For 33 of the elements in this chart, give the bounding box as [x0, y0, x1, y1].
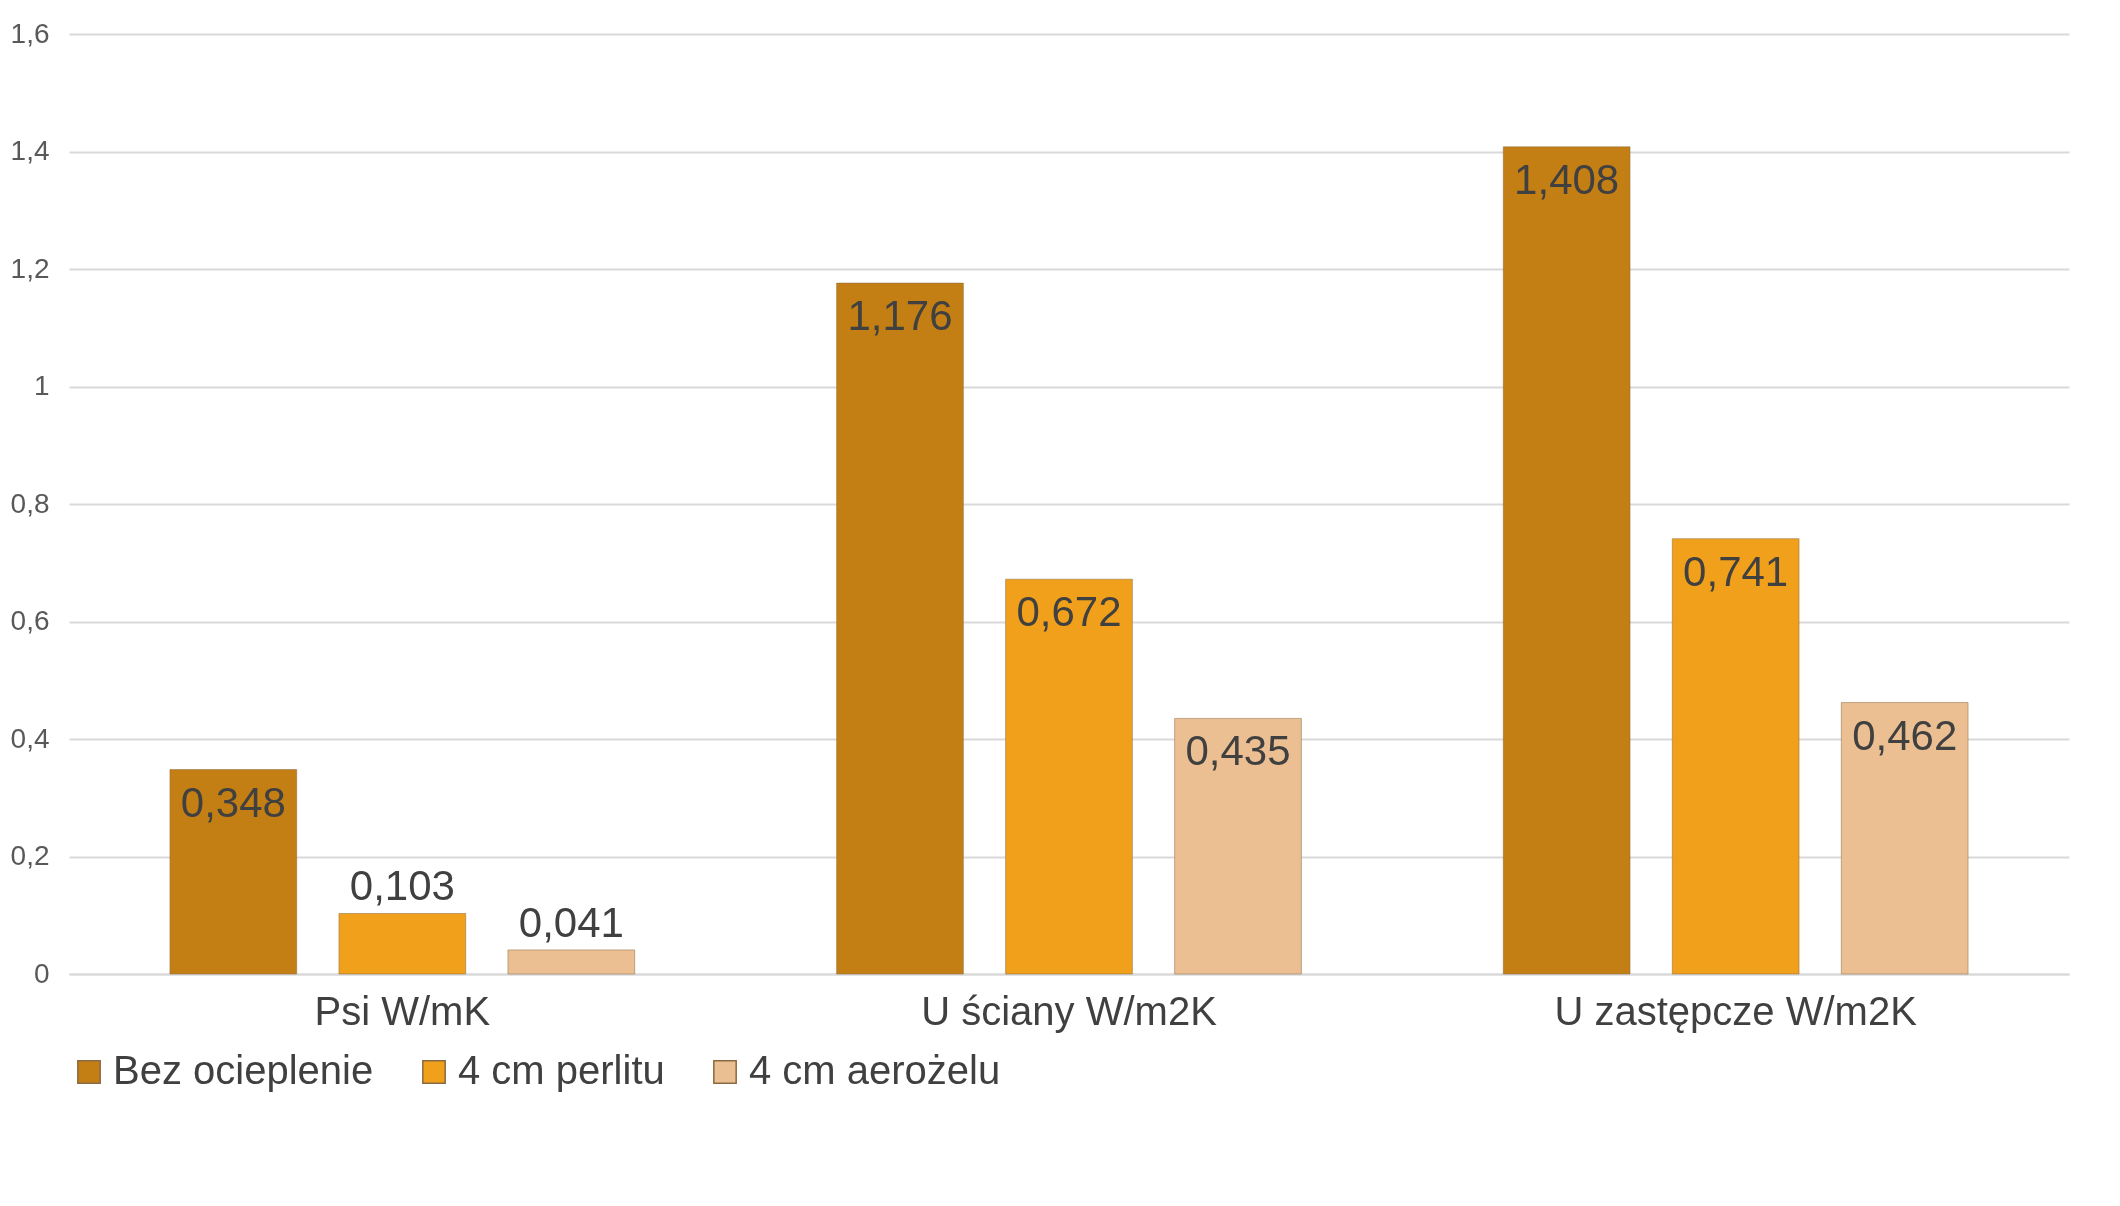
x-tick-label: Psi W/mK [314, 988, 491, 1033]
data-label: 0,103 [349, 862, 455, 910]
bar [338, 912, 467, 975]
y-tick-label: 0,8 [10, 487, 50, 519]
legend-label: 4 cm aerożelu [749, 1048, 1001, 1092]
x-tick-label: U ściany W/m2K [921, 988, 1218, 1033]
bar [836, 282, 964, 975]
legend-label: 4 cm perlitu [458, 1048, 665, 1092]
bar [507, 949, 636, 975]
bar [1840, 702, 1969, 975]
y-tick-label: 1,4 [10, 135, 50, 166]
y-tick-label: 1,2 [10, 252, 50, 284]
data-label: 0,348 [180, 778, 286, 826]
data-label: 0,435 [1185, 727, 1291, 775]
bar [169, 769, 298, 975]
y-tick-label: 1 [33, 370, 50, 401]
data-label: 0,672 [1016, 588, 1122, 636]
bar [1671, 538, 1800, 975]
bar [1174, 717, 1302, 975]
y-tick-label: 0 [33, 957, 50, 989]
x-tick-label: U zastępcze W/m2K [1554, 988, 1918, 1033]
data-label: 1,176 [847, 292, 953, 340]
legend-label: Bez ocieplenie [113, 1048, 374, 1092]
bar [1502, 146, 1631, 975]
data-label: 0,741 [1683, 547, 1789, 595]
y-tick-label: 0,2 [10, 840, 50, 871]
data-label: 1,408 [1514, 155, 1620, 203]
y-tick-label: 1,6 [10, 17, 50, 49]
bar [1005, 578, 1133, 975]
data-label: 0,041 [518, 898, 624, 946]
y-tick-label: 0,6 [10, 605, 50, 636]
data-label: 0,462 [1852, 711, 1958, 759]
y-tick-label: 0,4 [10, 722, 50, 754]
